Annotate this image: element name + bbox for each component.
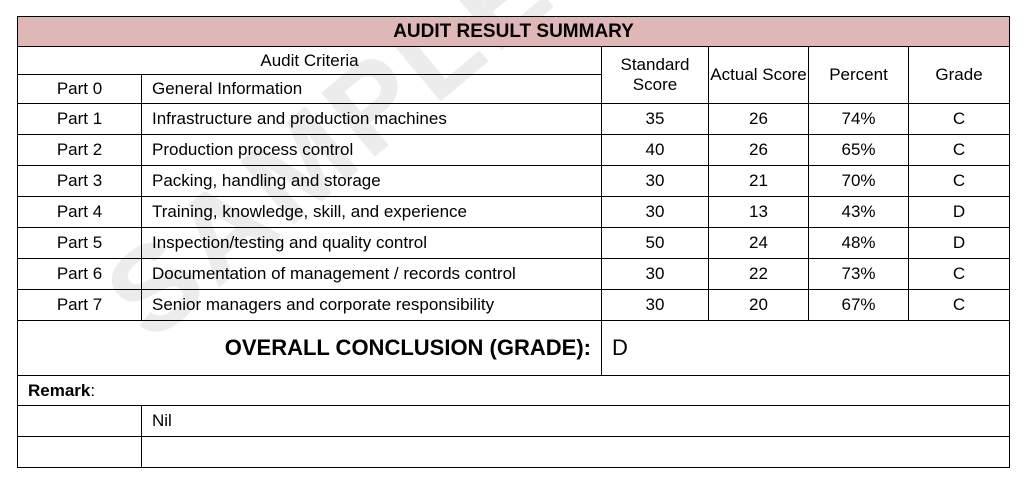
standard-score: 30 xyxy=(601,165,709,197)
standard-score: 50 xyxy=(601,227,709,259)
remark-spacer-cell xyxy=(17,436,142,468)
grade-value: C xyxy=(907,289,1011,321)
criteria-rows: Part 1 Infrastructure and production mach… xyxy=(17,103,1011,321)
actual-score: 26 xyxy=(708,103,809,135)
criteria-name: Training, knowledge, skill, and experien… xyxy=(141,196,602,228)
overall-conclusion-label: OVERALL CONCLUSION (GRADE): xyxy=(17,320,602,376)
remark-line xyxy=(140,436,1011,468)
actual-score: 13 xyxy=(708,196,809,228)
header-actual-score: Actual Score xyxy=(708,46,809,104)
part-label: Part 3 xyxy=(17,165,142,197)
grade-value: D xyxy=(907,196,1011,228)
table-row: Part 5 Inspection/testing and quality con… xyxy=(17,227,1011,259)
part-label: Part 1 xyxy=(17,103,142,135)
remark-label: Remark: xyxy=(16,375,1011,406)
table-row: Part 6 Documentation of management / reco… xyxy=(17,258,1011,290)
remark-label-text: Remark xyxy=(28,380,91,400)
criteria-name: Packing, handling and storage xyxy=(141,165,602,197)
table-row: Part 2 Production process control 40 26 65% C xyxy=(17,134,1011,166)
part-label: Part 6 xyxy=(17,258,142,290)
grade-value: D xyxy=(907,227,1011,259)
grade-value: C xyxy=(907,103,1011,135)
percent-value: 48% xyxy=(808,227,909,259)
part0-label: Part 0 xyxy=(17,74,142,104)
grade-value: C xyxy=(907,165,1011,197)
percent-value: 70% xyxy=(808,165,909,197)
percent-value: 74% xyxy=(808,103,909,135)
criteria-name: Production process control xyxy=(141,134,602,166)
remark-spacer-cell xyxy=(17,405,142,437)
percent-value: 43% xyxy=(808,196,909,228)
table-row: Part 7 Senior managers and corporate resp… xyxy=(17,289,1011,321)
part-label: Part 4 xyxy=(17,196,142,228)
part-label: Part 7 xyxy=(17,289,142,321)
overall-conclusion-grade: D xyxy=(600,320,1011,376)
remark-line: Nil xyxy=(140,405,1011,437)
actual-score: 22 xyxy=(708,258,809,290)
percent-value: 73% xyxy=(808,258,909,290)
actual-score: 21 xyxy=(708,165,809,197)
table-row: Part 3 Packing, handling and storage 30 21 7… xyxy=(17,165,1011,197)
actual-score: 20 xyxy=(708,289,809,321)
audit-summary-table: AUDIT RESULT SUMMARY Audit Criteria Stan… xyxy=(16,16,1011,468)
actual-score: 24 xyxy=(708,227,809,259)
part-label: Part 5 xyxy=(17,227,142,259)
criteria-name: Documentation of management / records co… xyxy=(141,258,602,290)
table-title: AUDIT RESULT SUMMARY xyxy=(16,16,1011,47)
percent-value: 65% xyxy=(808,134,909,166)
criteria-name: Senior managers and corporate responsibi… xyxy=(141,289,602,321)
header-percent: Percent xyxy=(808,46,909,104)
grade-value: C xyxy=(907,134,1011,166)
table-row: Part 4 Training, knowledge, skill, and ex… xyxy=(17,196,1011,228)
table-row: Part 1 Infrastructure and production mach… xyxy=(17,103,1011,135)
standard-score: 30 xyxy=(601,196,709,228)
criteria-name: Inspection/testing and quality control xyxy=(141,227,602,259)
header-grade: Grade xyxy=(907,46,1011,104)
standard-score: 35 xyxy=(601,103,709,135)
standard-score: 30 xyxy=(601,289,709,321)
remark-colon: : xyxy=(90,380,96,400)
part-label: Part 2 xyxy=(17,134,142,166)
header-audit-criteria: Audit Criteria xyxy=(17,46,602,75)
criteria-name: Infrastructure and production machines xyxy=(141,103,602,135)
actual-score: 26 xyxy=(708,134,809,166)
standard-score: 40 xyxy=(601,134,709,166)
grade-value: C xyxy=(907,258,1011,290)
standard-score: 30 xyxy=(601,258,709,290)
percent-value: 67% xyxy=(808,289,909,321)
header-standard-score: Standard Score xyxy=(601,46,709,104)
part0-name: General Information xyxy=(141,74,602,104)
